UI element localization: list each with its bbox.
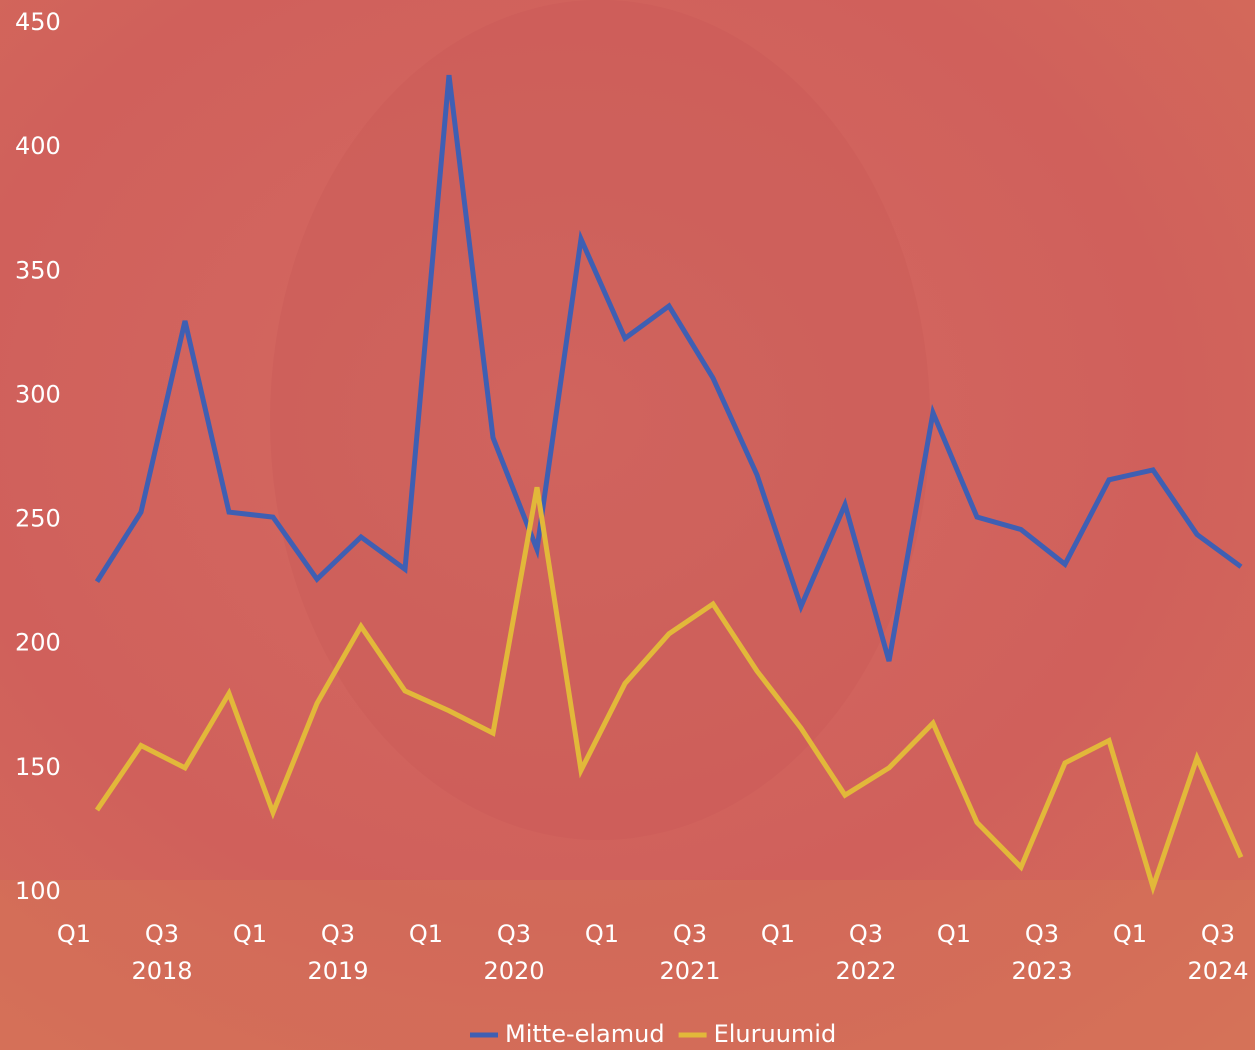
x-tick-label: Q3 (497, 920, 531, 948)
legend-label: Eluruumid (714, 1020, 837, 1048)
x-tick-label: Q3 (1025, 920, 1059, 948)
x-tick-label: Q3 (321, 920, 355, 948)
x-tick-label: Q1 (1113, 920, 1147, 948)
y-tick-label: 450 (15, 8, 61, 36)
x-group-label: 2022 (835, 957, 896, 985)
x-tick-label: Q1 (585, 920, 619, 948)
series-line (94, 486, 1244, 896)
y-tick-label: 300 (15, 380, 61, 408)
x-group-label: 2021 (659, 957, 720, 985)
series-line (94, 74, 1243, 662)
y-tick-label: 200 (15, 629, 61, 657)
x-group-label: 2019 (307, 957, 368, 985)
x-group-label: 2023 (1011, 957, 1072, 985)
background-figure (270, 0, 930, 840)
x-tick-label: Q1 (409, 920, 443, 948)
x-tick-label: Q3 (673, 920, 707, 948)
x-group-label: 2024 (1187, 957, 1248, 985)
y-tick-label: 350 (15, 256, 61, 284)
x-group-label: 2020 (483, 957, 544, 985)
x-tick-label: Q1 (761, 920, 795, 948)
x-tick-label: Q1 (57, 920, 91, 948)
x-tick-label: Q1 (937, 920, 971, 948)
x-tick-label: Q3 (145, 920, 179, 948)
y-tick-label: 400 (15, 132, 61, 160)
x-tick-label: Q3 (1201, 920, 1235, 948)
background-lower (0, 880, 1255, 1050)
y-tick-label: 150 (15, 753, 61, 781)
legend-label: Mitte-elamud (505, 1020, 665, 1048)
y-tick-label: 250 (15, 505, 61, 533)
y-tick-label: 100 (15, 877, 61, 905)
x-tick-label: Q1 (233, 920, 267, 948)
x-tick-label: Q3 (849, 920, 883, 948)
x-group-label: 2018 (131, 957, 192, 985)
